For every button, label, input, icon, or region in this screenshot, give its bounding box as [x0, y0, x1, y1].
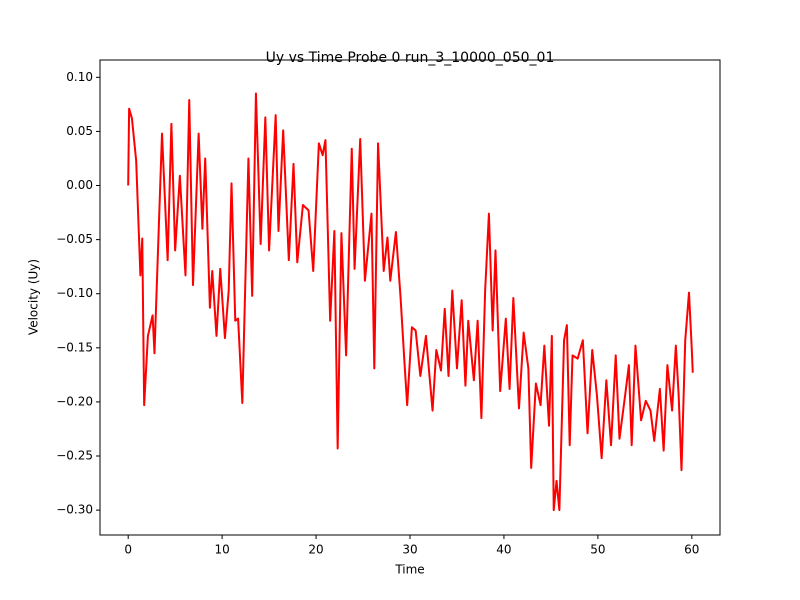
- y-tick-label: −0.10: [56, 286, 93, 300]
- x-tick-label: 20: [308, 543, 323, 557]
- y-tick-label: 0.00: [66, 178, 93, 192]
- y-axis-label: Velocity (Uy): [27, 259, 41, 335]
- x-tick-label: 30: [402, 543, 417, 557]
- x-axis-label: Time: [394, 563, 424, 577]
- chart-title: Uy vs Time Probe 0 run_3_10000_050_01: [266, 50, 555, 66]
- x-tick-label: 40: [496, 543, 511, 557]
- x-tick-label: 50: [590, 543, 605, 557]
- plot-frame: [99, 59, 721, 536]
- x-tick-label: 10: [214, 543, 229, 557]
- y-tick-label: −0.20: [56, 394, 93, 408]
- y-tick-label: −0.15: [56, 340, 93, 354]
- y-tick-label: 0.05: [66, 124, 93, 138]
- data-line: [127, 92, 694, 512]
- y-tick-label: −0.30: [56, 503, 93, 517]
- x-tick-label: 60: [684, 543, 699, 557]
- y-tick-label: 0.10: [66, 70, 93, 84]
- y-tick-label: −0.25: [56, 449, 93, 463]
- x-tick-label: 0: [124, 543, 132, 557]
- y-tick-label: −0.05: [56, 232, 93, 246]
